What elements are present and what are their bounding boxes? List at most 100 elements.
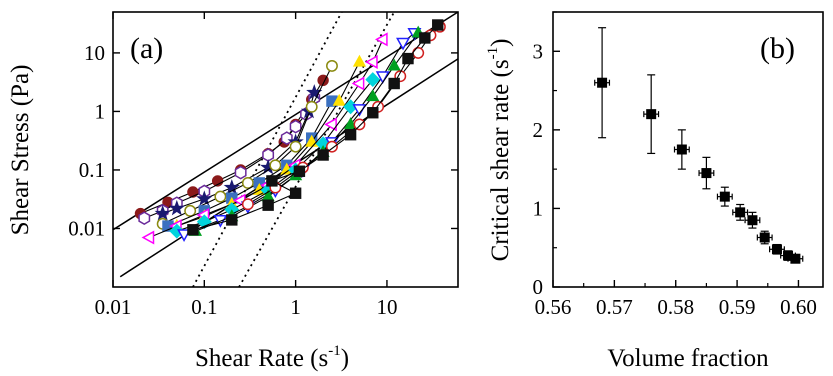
data-point-square (759, 232, 770, 243)
data-point-circle (289, 140, 302, 153)
data-point-square (771, 244, 782, 255)
x-tick-label: 0.57 (596, 295, 633, 319)
chart-a-x-axis-label: Shear Rate (s-1) (195, 343, 349, 372)
y-tick-label: 10 (84, 41, 105, 65)
data-point-square (419, 32, 431, 44)
y-tick-label: 3 (533, 39, 544, 63)
data-point-square (790, 253, 801, 264)
data-point-circle (187, 186, 199, 198)
x-tick-label: 1 (290, 295, 301, 319)
data-point (643, 74, 660, 155)
data-point-star (168, 199, 185, 216)
data-point-square (367, 107, 379, 119)
data-point (769, 243, 785, 255)
data-point-square (293, 165, 306, 177)
data-point-square (317, 149, 329, 161)
data-point-triangle (387, 58, 401, 71)
data-point-square (402, 52, 414, 65)
data-point-triangle-down (177, 229, 192, 242)
data-point-triangle-left (365, 54, 378, 69)
data-point-circle (241, 198, 254, 211)
series-line (144, 97, 315, 219)
data-point-triangle (366, 89, 380, 102)
series-9 (188, 25, 425, 236)
data-point (756, 230, 773, 245)
data-point (732, 203, 749, 221)
data-point (744, 211, 761, 229)
data-point-square (226, 214, 238, 226)
data-point-circle (353, 118, 366, 131)
x-tick-label: 0.58 (657, 295, 694, 319)
data-point-diamond (365, 72, 381, 88)
data-point (787, 253, 804, 264)
x-tick-label: 10 (376, 295, 397, 319)
data-point-hexagon (138, 211, 151, 226)
data-point (594, 27, 611, 139)
chart-a-panel-label: (a) (130, 32, 163, 65)
x-tick-label: 0.59 (719, 295, 756, 319)
data-point-star (196, 190, 213, 206)
chart-a-frame (112, 11, 459, 288)
data-point-square (432, 19, 444, 31)
reference-line-solid (113, 12, 458, 231)
data-point-square (344, 129, 357, 141)
data-point-circle (326, 140, 338, 153)
data-point-square (747, 215, 758, 226)
chart-b-x-axis-label: Volume fraction (607, 345, 769, 372)
data-point-square (187, 224, 199, 236)
series-3 (156, 59, 338, 230)
data-point-square (735, 207, 746, 218)
data-point-square (783, 250, 794, 261)
chart-b-frame (552, 11, 824, 288)
data-point-circle (326, 59, 338, 72)
series-10 (241, 20, 446, 211)
data-point-hexagon (289, 119, 302, 134)
data-point-triangle-left (351, 76, 365, 91)
y-tick-label: 1 (95, 99, 106, 123)
data-point-triangle-left (324, 117, 337, 132)
chart-b-y-ticks: 0 1 2 3 (533, 11, 560, 299)
data-point-square (597, 77, 608, 88)
series-11 (187, 19, 444, 236)
data-point (673, 129, 690, 170)
data-point-square (266, 175, 278, 187)
chart-b-panel-label: (b) (760, 32, 795, 65)
data-point-circle (305, 100, 318, 113)
chart-a-y-axis-label: Shear Stress (Pa) (7, 65, 34, 236)
data-point-triangle (344, 117, 358, 130)
data-point-circle (214, 190, 227, 203)
chart-a-x-ticks: 0.01 0.1 1 10 (95, 12, 397, 319)
y-tick-label: 1 (533, 196, 544, 220)
data-point-circle (184, 204, 197, 217)
y-tick-label: 0 (533, 275, 544, 299)
chart-b-points (594, 27, 804, 264)
data-point (698, 156, 715, 190)
chart-b-x-ticks: 0.56 0.57 0.58 0.59 0.60 (535, 280, 817, 319)
x-tick-label: 0.01 (95, 295, 132, 319)
chart-a-y-ticks: 0.01 0.1 1 10 (68, 41, 458, 240)
chart-a: 0.01 0.1 1 10 0.01 0.1 1 10 (a) Shear Rate (s-… (7, 11, 459, 372)
data-point-triangle-left (141, 230, 155, 245)
data-point-circle (269, 159, 282, 172)
data-point-circle (412, 46, 425, 59)
data-point-square (701, 168, 712, 179)
data-point (716, 186, 733, 207)
data-point-square (388, 77, 400, 90)
data-point-circle (241, 176, 254, 189)
data-point-square (676, 144, 687, 155)
y-tick-label: 0.1 (79, 158, 105, 182)
data-point-triangle-left (374, 32, 388, 47)
data-point-triangle-down (396, 37, 411, 51)
data-point-triangle (352, 54, 367, 67)
data-point-square (646, 109, 657, 120)
data-point-hexagon (234, 165, 247, 180)
series-line (149, 39, 384, 239)
data-point-square (289, 187, 302, 199)
data-point-hexagon (280, 131, 293, 145)
y-tick-label: 0.01 (68, 216, 105, 240)
chart-a-series (134, 19, 446, 245)
data-point-star (154, 205, 171, 221)
x-tick-label: 0.60 (780, 295, 817, 319)
x-tick-label: 0.56 (535, 295, 572, 319)
